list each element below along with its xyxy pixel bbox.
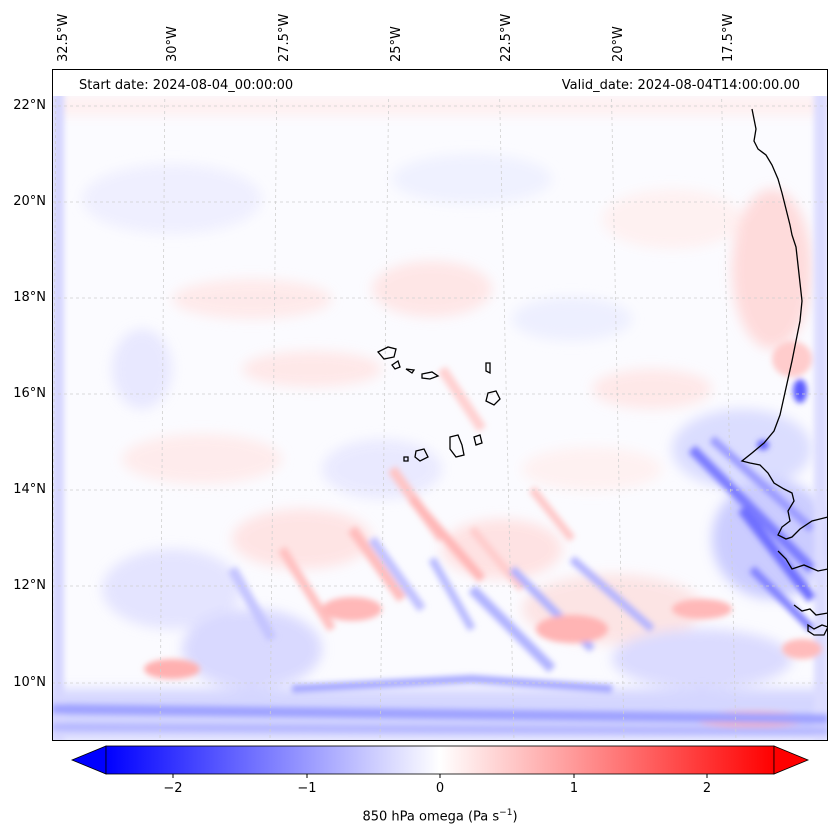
date-header-band: [52, 69, 828, 96]
lat-label-20n: 20°N: [13, 194, 46, 209]
lat-label-16n: 16°N: [13, 386, 46, 401]
omega-field: [52, 69, 828, 741]
map-panel: [52, 69, 828, 741]
lon-label-32.5w: 32.5°W: [56, 13, 71, 62]
colorbar-tick-marks: [172, 774, 708, 778]
colorbar-label-exponent: −1: [499, 808, 513, 818]
colorbar-tick-neg2: −2: [163, 781, 183, 796]
colorbar-tick-2: 2: [702, 781, 712, 796]
colorbar-tick-1: 1: [569, 781, 579, 796]
lon-label-25w: 25°W: [389, 26, 404, 62]
lon-label-22.5w: 22.5°W: [499, 13, 514, 62]
lat-label-12n: 12°N: [13, 578, 46, 593]
map-frame: [52, 69, 828, 741]
lon-label-17.5w: 17.5°W: [721, 13, 736, 62]
colorbar: [70, 745, 810, 778]
lat-label-10n: 10°N: [13, 675, 46, 690]
colorbar-tick-neg1: −1: [297, 781, 317, 796]
valid-date-label: Valid_date: 2024-08-04T14:00:00.00: [561, 78, 800, 93]
lon-label-27.5w: 27.5°W: [277, 13, 292, 62]
colorbar-label: 850 hPa omega (Pa s−1): [362, 808, 517, 824]
colorbar-extend-right: [773, 745, 810, 775]
colorbar-tick-0: 0: [435, 781, 445, 796]
colorbar-label-prefix: 850 hPa omega (Pa s: [362, 809, 500, 825]
start-date-label: Start date: 2024-08-04_00:00:00: [79, 78, 294, 93]
lat-label-18n: 18°N: [13, 290, 46, 305]
lon-label-30w: 30°W: [165, 26, 180, 62]
lat-label-14n: 14°N: [13, 482, 46, 497]
colorbar-label-suffix: ): [512, 809, 518, 825]
colorbar-extend-left: [70, 745, 107, 775]
colorbar-gradient: [105, 745, 775, 775]
lon-label-20w: 20°W: [611, 26, 626, 62]
cape-verde-islands: [376, 346, 501, 462]
lat-label-22n: 22°N: [13, 98, 46, 113]
coastline: [740, 108, 828, 636]
